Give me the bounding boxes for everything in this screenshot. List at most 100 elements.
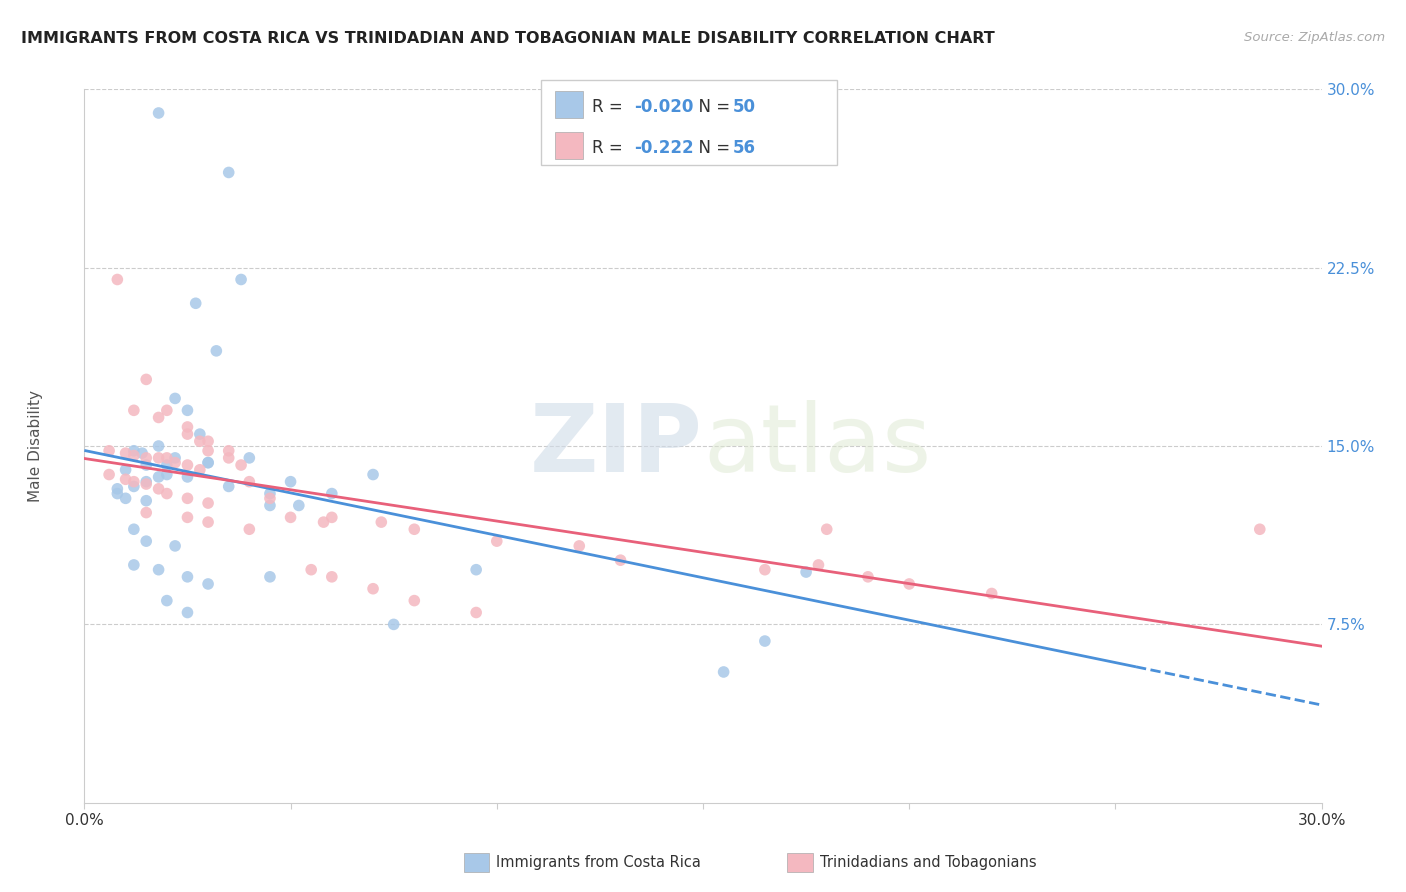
- Text: Immigrants from Costa Rica: Immigrants from Costa Rica: [496, 855, 702, 870]
- Point: [98, 443, 121, 458]
- Point: [299, 563, 322, 577]
- Point: [218, 443, 240, 458]
- Point: [156, 403, 179, 417]
- Point: [122, 449, 145, 463]
- Point: [321, 570, 343, 584]
- Point: [122, 403, 145, 417]
- Point: [176, 606, 198, 620]
- Point: [197, 515, 219, 529]
- Point: [148, 439, 170, 453]
- Point: [713, 665, 735, 679]
- Point: [135, 458, 157, 472]
- Text: Source: ZipAtlas.com: Source: ZipAtlas.com: [1244, 31, 1385, 45]
- Text: -0.222: -0.222: [634, 139, 693, 157]
- Point: [156, 458, 179, 472]
- Point: [165, 392, 187, 406]
- Text: Trinidadians and Tobagonians: Trinidadians and Tobagonians: [820, 855, 1036, 870]
- Point: [980, 586, 1002, 600]
- Point: [135, 534, 157, 549]
- Point: [122, 479, 145, 493]
- Point: [176, 420, 198, 434]
- Point: [176, 510, 198, 524]
- Point: [312, 515, 335, 529]
- Text: 56: 56: [733, 139, 755, 157]
- Point: [176, 403, 198, 417]
- Point: [465, 606, 488, 620]
- Point: [898, 577, 921, 591]
- Point: [176, 458, 198, 472]
- Text: ZIP: ZIP: [530, 400, 703, 492]
- Point: [218, 165, 240, 179]
- Point: [856, 570, 879, 584]
- Text: R =: R =: [592, 139, 628, 157]
- Point: [807, 558, 830, 572]
- Point: [229, 458, 252, 472]
- Point: [156, 486, 179, 500]
- Point: [280, 510, 302, 524]
- Point: [815, 522, 838, 536]
- Point: [98, 467, 121, 482]
- Point: [238, 522, 260, 536]
- Point: [754, 634, 776, 648]
- Point: [176, 427, 198, 442]
- Point: [176, 470, 198, 484]
- Point: [197, 496, 219, 510]
- Point: [361, 467, 384, 482]
- Point: [156, 467, 179, 482]
- Point: [135, 493, 157, 508]
- Point: [148, 563, 170, 577]
- Point: [197, 443, 219, 458]
- Point: [259, 491, 281, 506]
- Point: [1351, 665, 1374, 679]
- Point: [465, 563, 488, 577]
- Point: [114, 491, 136, 506]
- Point: [148, 470, 170, 484]
- Point: [114, 463, 136, 477]
- Point: [114, 446, 136, 460]
- Point: [321, 486, 343, 500]
- Point: [148, 450, 170, 465]
- Point: [156, 450, 179, 465]
- Point: [238, 475, 260, 489]
- Point: [165, 539, 187, 553]
- Text: IMMIGRANTS FROM COSTA RICA VS TRINIDADIAN AND TOBAGONIAN MALE DISABILITY CORRELA: IMMIGRANTS FROM COSTA RICA VS TRINIDADIA…: [21, 31, 995, 46]
- Point: [176, 491, 198, 506]
- Point: [794, 565, 817, 579]
- Point: [188, 463, 211, 477]
- Point: [122, 558, 145, 572]
- Point: [176, 570, 198, 584]
- Point: [122, 522, 145, 536]
- Point: [288, 499, 311, 513]
- Point: [238, 450, 260, 465]
- Point: [218, 479, 240, 493]
- Point: [280, 475, 302, 489]
- Point: [165, 450, 187, 465]
- Point: [197, 456, 219, 470]
- Point: [131, 446, 153, 460]
- Text: N =: N =: [688, 98, 735, 116]
- Point: [404, 522, 426, 536]
- Point: [148, 106, 170, 120]
- Point: [135, 477, 157, 491]
- Point: [370, 515, 392, 529]
- Point: [568, 539, 591, 553]
- Point: [259, 486, 281, 500]
- Point: [135, 475, 157, 489]
- Point: [188, 427, 211, 442]
- Point: [197, 434, 219, 449]
- Point: [135, 506, 157, 520]
- Point: [122, 443, 145, 458]
- Point: [361, 582, 384, 596]
- Text: 50: 50: [733, 98, 755, 116]
- Point: [382, 617, 405, 632]
- Point: [148, 482, 170, 496]
- Point: [156, 593, 179, 607]
- Text: Male Disability: Male Disability: [28, 390, 42, 502]
- Text: R =: R =: [592, 98, 628, 116]
- Point: [184, 296, 207, 310]
- Text: N =: N =: [688, 139, 735, 157]
- Text: atlas: atlas: [703, 400, 931, 492]
- Point: [259, 570, 281, 584]
- Point: [105, 272, 128, 286]
- Point: [197, 456, 219, 470]
